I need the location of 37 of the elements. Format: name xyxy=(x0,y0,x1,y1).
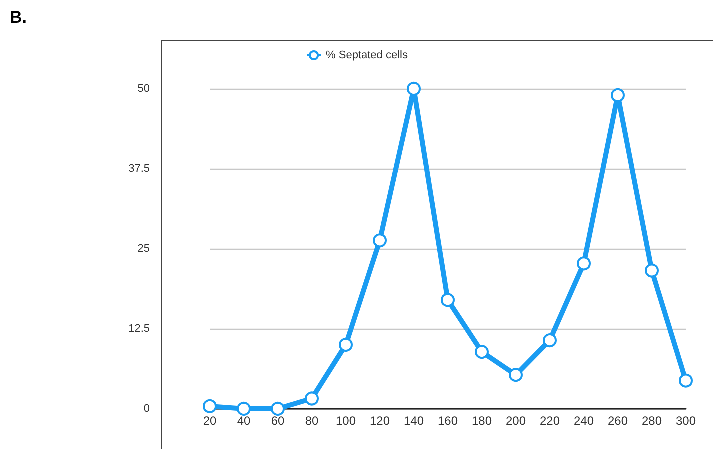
point xyxy=(509,368,523,382)
legend-label: % Septated cells xyxy=(326,50,408,62)
text: B. xyxy=(10,8,27,28)
x-tick-label: 60 xyxy=(271,414,285,428)
point xyxy=(441,293,455,308)
y-tick-label: 25 xyxy=(138,243,150,255)
x-tick-label: 40 xyxy=(237,414,251,428)
point xyxy=(407,82,421,96)
point xyxy=(543,334,557,348)
y-tick-label: 37.5 xyxy=(128,163,150,175)
point xyxy=(611,88,625,102)
x-tick-label: 80 xyxy=(305,414,319,428)
y-tick-label: 0 xyxy=(144,403,150,415)
point xyxy=(373,234,387,248)
x-tick-label: 240 xyxy=(574,414,594,428)
point xyxy=(305,392,319,406)
x-tick-label: 180 xyxy=(472,414,492,428)
x-tick-label: 140 xyxy=(404,414,424,428)
x-tick-label: 280 xyxy=(642,414,662,428)
point xyxy=(271,402,285,416)
x-tick-label: 100 xyxy=(336,414,356,428)
point xyxy=(203,399,217,414)
y-tick-label: 12.5 xyxy=(128,323,150,335)
x-tick-label: 260 xyxy=(608,414,628,428)
point xyxy=(577,256,591,271)
point xyxy=(645,264,659,278)
point xyxy=(475,345,489,360)
point xyxy=(339,338,353,352)
x-tick-label: 160 xyxy=(438,414,458,428)
x-tick-label: 300 xyxy=(676,414,696,428)
x-tick-label: 220 xyxy=(540,414,560,428)
point xyxy=(679,374,693,388)
y-tick-label: 50 xyxy=(138,83,150,95)
x-tick-label: 20 xyxy=(203,414,217,428)
x-tick-label: 120 xyxy=(370,414,390,428)
x-tick-label: 200 xyxy=(506,414,526,428)
point xyxy=(237,402,251,416)
